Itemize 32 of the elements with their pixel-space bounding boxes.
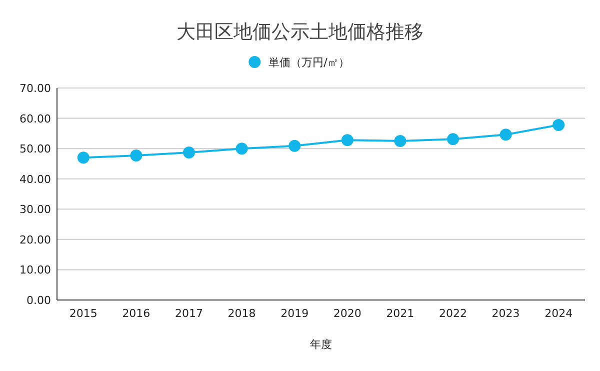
legend-label: 単価（万円/㎡） [268,56,350,69]
point [77,152,90,164]
point [341,134,354,146]
y-tick-label: 20.00 [20,233,51,246]
point [183,146,195,159]
chart-title: 大田区地価公示土地価格推移 [176,21,424,43]
x-tick-label: 2023 [492,307,520,320]
x-tick-label: 2020 [333,307,362,320]
point [130,150,142,162]
x-tick-label: 2016 [122,307,150,320]
y-tick-label: 70.00 [20,82,51,95]
point [552,118,565,131]
point [288,140,301,152]
x-tick-label: 2024 [544,307,573,320]
x-tick-label: 2015 [69,307,98,320]
point [236,142,248,155]
x-tick-label: 2018 [228,307,256,320]
y-tick-label: 40.00 [20,172,51,186]
y-tick-label: 50.00 [20,142,51,156]
point [447,133,459,146]
legend: 単価（万円/㎡） [248,56,350,69]
y-tick-label: 0.00 [26,294,51,307]
point [500,128,512,141]
x-tick-label: 2022 [439,307,467,320]
point [394,135,406,147]
y-tick-label: 60.00 [20,112,51,126]
y-tick-label: 30.00 [20,203,51,216]
x-tick-label: 2017 [175,307,203,320]
y-tick-label: 10.00 [20,264,51,277]
x-axis-title: 年度 [310,338,332,351]
x-tick-label: 2021 [386,307,414,320]
x-tick-label: 2019 [280,307,309,320]
